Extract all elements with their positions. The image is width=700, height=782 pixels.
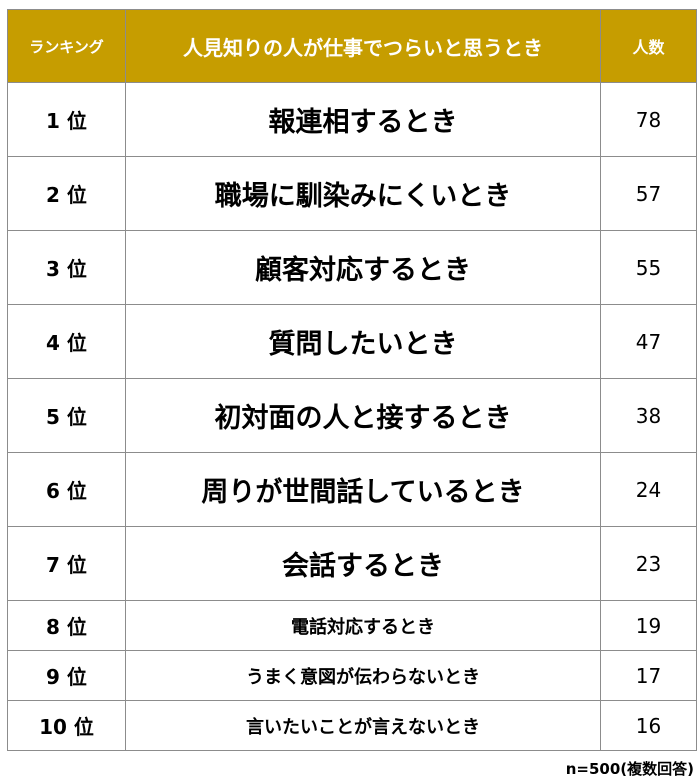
count-cell: 57 xyxy=(600,156,697,231)
header-rank: ランキング xyxy=(7,9,126,83)
ranking-table: ランキング 人見知りの人が仕事でつらいと思うとき 人数 1 位 報連相するとき … xyxy=(7,9,697,751)
rank-cell: 6 位 xyxy=(7,452,126,527)
count-cell: 24 xyxy=(600,452,697,527)
table-row: 6 位 周りが世間話しているとき 24 xyxy=(7,452,697,527)
item-cell: 言いたいことが言えないとき xyxy=(125,700,601,751)
header-count: 人数 xyxy=(600,9,697,83)
rank-cell: 4 位 xyxy=(7,304,126,379)
rank-cell: 7 位 xyxy=(7,526,126,601)
rank-cell: 3 位 xyxy=(7,230,126,305)
count-cell: 78 xyxy=(600,82,697,157)
item-cell: 報連相するとき xyxy=(125,82,601,157)
count-cell: 38 xyxy=(600,378,697,453)
item-cell: うまく意図が伝わらないとき xyxy=(125,650,601,701)
item-cell: 周りが世間話しているとき xyxy=(125,452,601,527)
table-row: 7 位 会話するとき 23 xyxy=(7,526,697,601)
table-row: 10 位 言いたいことが言えないとき 16 xyxy=(7,700,697,751)
count-cell: 16 xyxy=(600,700,697,751)
table-row: 3 位 顧客対応するとき 55 xyxy=(7,230,697,305)
rank-cell: 5 位 xyxy=(7,378,126,453)
table-row: 8 位 電話対応するとき 19 xyxy=(7,600,697,651)
header-row: ランキング 人見知りの人が仕事でつらいと思うとき 人数 xyxy=(7,9,697,83)
item-cell: 初対面の人と接するとき xyxy=(125,378,601,453)
count-cell: 17 xyxy=(600,650,697,701)
count-cell: 55 xyxy=(600,230,697,305)
header-item: 人見知りの人が仕事でつらいと思うとき xyxy=(125,9,601,83)
item-cell: 質問したいとき xyxy=(125,304,601,379)
table-row: 9 位 うまく意図が伝わらないとき 17 xyxy=(7,650,697,701)
rank-cell: 8 位 xyxy=(7,600,126,651)
rank-cell: 9 位 xyxy=(7,650,126,701)
item-cell: 職場に馴染みにくいとき xyxy=(125,156,601,231)
rank-cell: 2 位 xyxy=(7,156,126,231)
table-row: 1 位 報連相するとき 78 xyxy=(7,82,697,157)
item-cell: 顧客対応するとき xyxy=(125,230,601,305)
item-cell: 会話するとき xyxy=(125,526,601,601)
item-cell: 電話対応するとき xyxy=(125,600,601,651)
count-cell: 47 xyxy=(600,304,697,379)
rank-cell: 10 位 xyxy=(7,700,126,751)
sample-size-note: n=500(複数回答) xyxy=(565,760,694,778)
count-cell: 23 xyxy=(600,526,697,601)
count-cell: 19 xyxy=(600,600,697,651)
table-row: 5 位 初対面の人と接するとき 38 xyxy=(7,378,697,453)
rank-cell: 1 位 xyxy=(7,82,126,157)
table-row: 4 位 質問したいとき 47 xyxy=(7,304,697,379)
table-row: 2 位 職場に馴染みにくいとき 57 xyxy=(7,156,697,231)
